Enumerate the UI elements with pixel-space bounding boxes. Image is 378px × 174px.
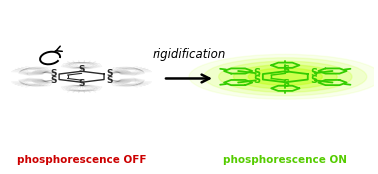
Text: S: S <box>310 68 317 78</box>
Ellipse shape <box>204 58 367 96</box>
Ellipse shape <box>248 68 322 85</box>
Ellipse shape <box>189 54 378 99</box>
Text: S: S <box>254 68 261 78</box>
Ellipse shape <box>218 61 352 92</box>
Text: S: S <box>310 75 317 85</box>
Text: S: S <box>78 65 85 74</box>
Text: phosphorescence OFF: phosphorescence OFF <box>17 155 146 165</box>
Text: S: S <box>107 76 113 85</box>
Text: S: S <box>282 65 289 75</box>
Text: S: S <box>107 69 113 78</box>
Text: S: S <box>50 76 57 85</box>
Text: S: S <box>50 69 57 78</box>
Text: S: S <box>78 79 85 88</box>
Text: rigidification: rigidification <box>152 48 226 61</box>
Text: phosphorescence ON: phosphorescence ON <box>223 155 347 165</box>
Ellipse shape <box>234 65 337 89</box>
Text: S: S <box>282 79 289 89</box>
Text: S: S <box>254 75 261 85</box>
